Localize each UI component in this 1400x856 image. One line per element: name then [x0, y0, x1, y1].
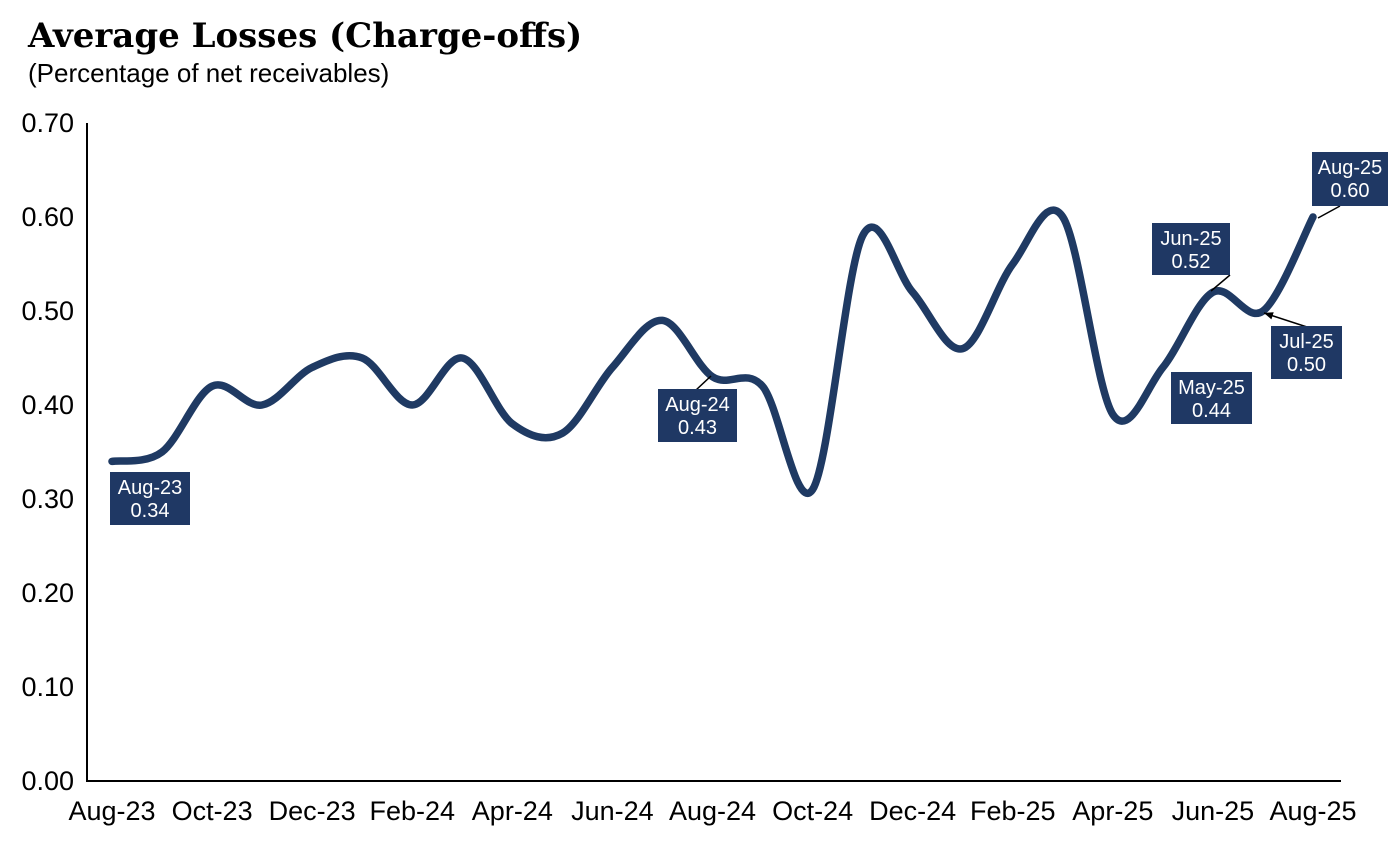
y-tick-label: 0.20 — [21, 578, 74, 608]
callout-value: 0.60 — [1331, 180, 1370, 202]
y-tick-label: 0.60 — [21, 202, 74, 232]
callout-label: Aug-25 — [1318, 157, 1383, 179]
x-tick-label: Apr-24 — [472, 796, 553, 826]
callout-box-may-25 — [1171, 372, 1252, 424]
x-tick-label: Oct-23 — [172, 796, 253, 826]
chart-header: Average Losses (Charge-offs) (Percentage… — [28, 16, 582, 89]
series-line — [108, 206, 1317, 497]
x-tick-label: Aug-25 — [1269, 796, 1356, 826]
leader-line — [695, 375, 712, 391]
callout-value: 0.44 — [1192, 400, 1231, 422]
leader-line — [1317, 205, 1341, 219]
callout-box-jul-25 — [1271, 326, 1342, 379]
y-tick-label: 0.50 — [21, 296, 74, 326]
x-tick-label: Jun-25 — [1172, 796, 1255, 826]
y-tick-label: 0.40 — [21, 390, 74, 420]
callout-label: Aug-23 — [118, 477, 183, 499]
x-tick-label: Feb-24 — [369, 796, 455, 826]
x-tick-label: Jun-24 — [571, 796, 654, 826]
callout-box-jun-25 — [1152, 223, 1230, 275]
callout-value: 0.52 — [1172, 251, 1211, 273]
callout-label: Jun-25 — [1160, 228, 1221, 250]
callout-value: 0.43 — [678, 417, 717, 439]
callout-value: 0.34 — [131, 500, 170, 522]
y-tick-label: 0.10 — [21, 672, 74, 702]
y-tick-label: 0.30 — [21, 484, 74, 514]
x-tick-label: Dec-23 — [269, 796, 356, 826]
x-tick-label: Oct-24 — [772, 796, 853, 826]
chart-title: Average Losses (Charge-offs) — [28, 16, 583, 56]
callout-box-aug-24 — [658, 389, 737, 442]
callout-value: 0.50 — [1287, 354, 1326, 376]
x-tick-label: Aug-23 — [68, 796, 155, 826]
y-tick-label: 0.70 — [21, 108, 74, 138]
callout-box-aug-25 — [1312, 152, 1388, 206]
callout-label: May-25 — [1178, 377, 1245, 399]
x-tick-label: Feb-25 — [970, 796, 1056, 826]
chart-subtitle: (Percentage of net receivables) — [28, 58, 390, 88]
y-tick-label: 0.00 — [21, 766, 74, 796]
x-tick-label: Apr-25 — [1072, 796, 1153, 826]
x-tick-label: Aug-24 — [669, 796, 756, 826]
callout-label: Jul-25 — [1279, 331, 1333, 353]
callout-label: Aug-24 — [665, 394, 730, 416]
callout-box-aug-23 — [110, 472, 190, 525]
leader-arrow — [1264, 312, 1274, 320]
leader-line — [1210, 274, 1231, 292]
x-tick-label: Dec-24 — [869, 796, 956, 826]
